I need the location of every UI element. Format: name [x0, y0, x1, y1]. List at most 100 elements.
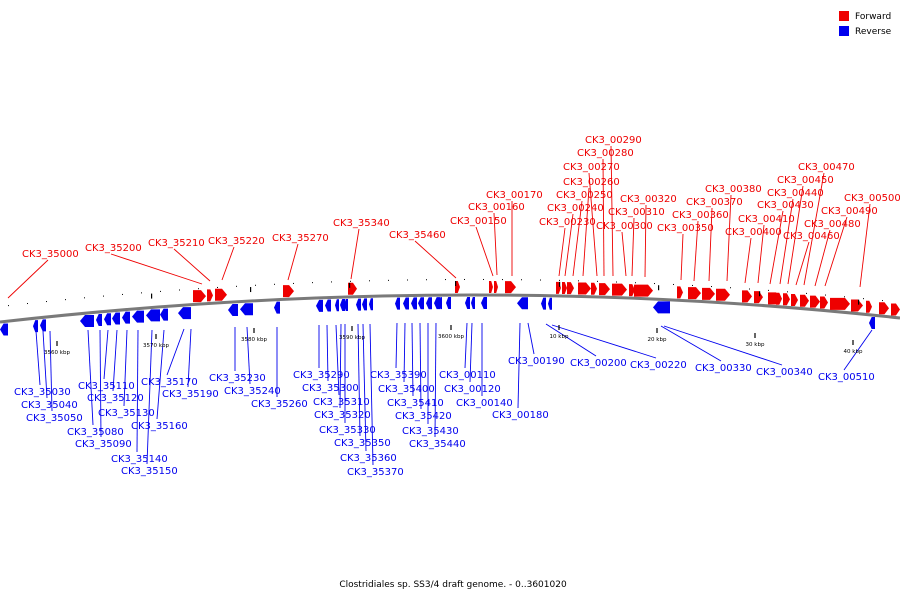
fwd-leader-18 — [631, 217, 635, 277]
reverse-gene-label: CK3_35170 — [141, 377, 198, 388]
scale-major-mark — [151, 293, 153, 299]
fwd-leader-25 — [757, 224, 765, 284]
fwd-leader-24 — [744, 237, 752, 284]
forward-gene-2 — [215, 288, 227, 301]
scale-minor-mark — [749, 288, 750, 290]
reverse-gene-17 — [335, 299, 339, 312]
fwd-leader-30 — [803, 172, 825, 286]
forward-gene-label: CK3_00290 — [585, 135, 642, 146]
fwd-leader-29 — [795, 241, 810, 286]
forward-gene-label: CK3_00240 — [547, 203, 604, 214]
scale-minor-mark — [483, 278, 484, 280]
rev-leader-17 — [326, 324, 329, 382]
forward-gene-label: CK3_00370 — [686, 197, 743, 208]
gene-labels: CK3_35000 CK3_35200 CK3_35210 CK3_35220 CK3_… — [14, 135, 900, 478]
scale-minor-mark — [464, 278, 465, 280]
forward-gene-25 — [776, 292, 782, 305]
fwd-leader-12 — [572, 200, 583, 277]
rev-leader-34 — [527, 322, 535, 355]
fwd-leader-19 — [644, 204, 647, 278]
scale-tick-label: 30 kbp — [746, 342, 765, 348]
forward-legend-swatch — [839, 11, 849, 21]
reverse-gene-label: CK3_35260 — [251, 399, 308, 410]
forward-gene-11 — [567, 282, 574, 295]
reverse-gene-33 — [481, 296, 487, 309]
forward-gene-7 — [494, 281, 498, 294]
fwd-leader-10 — [558, 227, 566, 277]
scale-major-mark — [759, 291, 761, 297]
reverse-gene-1 — [33, 320, 38, 333]
rev-leader-27 — [419, 322, 422, 410]
scale-minor-mark — [540, 279, 541, 281]
forward-gene-4 — [348, 282, 357, 295]
fwd-leader-3 — [221, 246, 235, 281]
scale-tick-label: 20 kbp — [648, 337, 667, 343]
reverse-gene-34 — [517, 297, 528, 310]
reverse-legend-swatch — [839, 26, 849, 36]
fwd-leader-33 — [859, 203, 871, 288]
scale-minor-mark — [502, 279, 503, 281]
scale-minor-mark — [274, 283, 275, 285]
forward-gene-22 — [742, 290, 752, 303]
rev-leader-11 — [166, 328, 185, 376]
forward-gene-label: CK3_00150 — [450, 216, 507, 227]
scale-minor-mark — [578, 280, 579, 282]
forward-gene-label: CK3_00320 — [620, 194, 677, 205]
rev-leader-30 — [464, 322, 468, 369]
reverse-gene-label: CK3_35430 — [402, 426, 459, 437]
fwd-leader-17 — [621, 231, 627, 277]
reverse-gene-12 — [228, 303, 238, 316]
scale-minor-mark — [445, 279, 446, 281]
scale-minor-mark — [65, 299, 66, 301]
forward-gene-label: CK3_35270 — [272, 233, 329, 244]
reverse-gene-36 — [548, 297, 552, 310]
forward-gene-label: CK3_35340 — [333, 218, 390, 229]
scale-ticks: 3560 kbp 3570 kbp 3580 kbp 3590 kbp 3600 kbp… — [8, 278, 883, 356]
reverse-gene-label: CK3_35350 — [334, 438, 391, 449]
reverse-gene-label: CK3_35030 — [14, 387, 71, 398]
scale-minor-mark — [331, 281, 332, 283]
scale-minor-mark — [635, 282, 636, 284]
rev-leader-23 — [369, 323, 374, 466]
forward-gene-30 — [820, 296, 828, 309]
scale-major-mark — [858, 299, 860, 305]
reverse-gene-16 — [325, 299, 331, 312]
reverse-gene-label: CK3_35300 — [302, 383, 359, 394]
reverse-gene-26 — [418, 297, 424, 310]
forward-gene-21 — [716, 288, 730, 301]
fwd-leader-2 — [173, 248, 211, 282]
forward-gene-label: CK3_00280 — [577, 148, 634, 159]
scale-minor-mark — [350, 280, 351, 282]
scale-minor-mark — [521, 279, 522, 281]
reverse-gene-label: CK3_35150 — [121, 466, 178, 477]
reverse-gene-2 — [40, 319, 46, 332]
reverse-gene-8 — [132, 310, 144, 323]
scale-major-mark — [455, 281, 457, 286]
forward-gene-35 — [891, 303, 900, 316]
fwd-leader-13 — [582, 187, 590, 277]
rev-leader-14 — [246, 326, 251, 385]
forward-gene-15 — [612, 283, 627, 296]
scale-minor-mark — [179, 289, 180, 291]
reverse-gene-10 — [160, 308, 168, 321]
reverse-gene-label: CK3_35410 — [387, 398, 444, 409]
forward-gene-label: CK3_00460 — [783, 231, 840, 242]
rev-leader-10 — [156, 329, 165, 420]
forward-gene-label: CK3_00160 — [468, 202, 525, 213]
reverse-gene-label: CK3_35370 — [347, 467, 404, 478]
fwd-leader-14 — [588, 172, 598, 277]
fwd-leader-8 — [493, 212, 498, 276]
rev-leader-35 — [545, 323, 597, 357]
forward-gene-17 — [634, 284, 653, 297]
rev-leader-38 — [663, 325, 783, 366]
scale-minor-mark — [673, 283, 674, 285]
forward-gene-label: CK3_00380 — [705, 184, 762, 195]
reverse-gene-14 — [274, 301, 280, 314]
forward-genes — [193, 280, 900, 316]
fwd-leader-28 — [787, 185, 804, 285]
reverse-gene-label: CK3_35110 — [78, 381, 135, 392]
scale-major-mark — [559, 281, 561, 287]
reverse-gene-label: CK3_35040 — [21, 400, 78, 411]
rev-leader-6 — [112, 329, 118, 392]
